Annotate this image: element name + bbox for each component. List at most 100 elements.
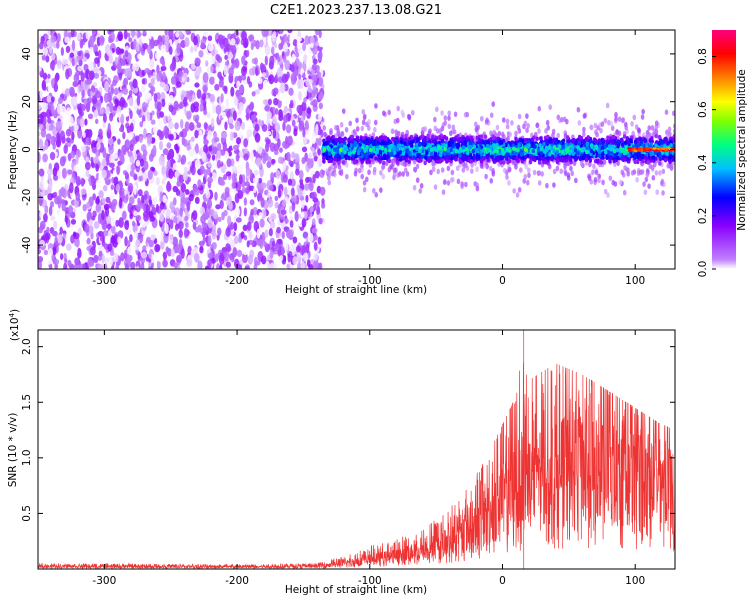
heatmap-cell	[116, 165, 120, 176]
heatmap-cell	[132, 57, 136, 67]
heatmap-cell	[313, 155, 318, 162]
heatmap-cell	[235, 217, 242, 223]
heatmap-cell	[101, 197, 106, 204]
heatmap-cell	[219, 180, 226, 186]
heatmap-cell	[313, 241, 318, 251]
heatmap-cell	[379, 169, 383, 176]
heatmap-cell	[281, 245, 285, 256]
heatmap-cell	[287, 253, 291, 263]
heatmap-cell	[565, 118, 569, 125]
heatmap-cell	[263, 189, 269, 196]
heatmap-cell	[152, 125, 159, 135]
heatmap-cell	[154, 244, 160, 253]
heatmap-cell	[362, 180, 367, 186]
heatmap-cell	[402, 161, 407, 167]
heatmap-cell	[55, 120, 62, 129]
heatmap-cell	[423, 160, 427, 166]
heatmap-cell	[514, 130, 518, 137]
heatmap-cell	[546, 125, 551, 131]
heatmap-cell	[266, 161, 272, 168]
heatmap-cell	[79, 117, 85, 128]
heatmap-cell	[51, 53, 56, 61]
heatmap-cell	[253, 186, 257, 193]
heatmap-cell	[311, 44, 318, 56]
heatmap-cell	[235, 153, 240, 162]
heatmap-cell	[59, 38, 64, 48]
heatmap-cell	[450, 177, 454, 183]
heatmap-cell	[495, 124, 500, 131]
heatmap-cell	[110, 224, 116, 235]
heatmap-cell	[131, 220, 136, 227]
heatmap-cell	[139, 158, 144, 167]
heatmap-cell	[129, 109, 133, 120]
heatmap-cell	[111, 198, 118, 207]
heatmap-cell	[169, 63, 176, 72]
heatmap-cell	[288, 87, 294, 96]
heatmap-cell	[173, 100, 179, 111]
heatmap-cell	[223, 64, 228, 76]
heatmap-cell	[83, 223, 90, 233]
heatmap-cell	[641, 108, 645, 115]
heatmap-cell	[73, 73, 80, 83]
heatmap-cell	[90, 160, 95, 168]
heatmap-cell	[64, 88, 71, 97]
heatmap-cell	[174, 223, 179, 231]
heatmap-cell	[211, 172, 217, 182]
heatmap-cell	[362, 186, 367, 193]
heatmap-cell	[275, 52, 280, 59]
heatmap-cell	[589, 124, 593, 131]
heatmap-cell	[644, 176, 649, 183]
heatmap-cell	[348, 120, 353, 127]
heatmap-cell	[141, 251, 147, 259]
heatmap-cell	[180, 248, 185, 259]
heatmap-cell	[270, 213, 277, 220]
heatmap-cell	[517, 113, 522, 120]
heatmap-cell	[236, 164, 243, 175]
heatmap-cell	[217, 34, 224, 45]
heatmap-cell	[297, 188, 303, 197]
heatmap-cell	[238, 237, 243, 243]
heatmap-cell	[419, 182, 424, 189]
heatmap-cell	[223, 209, 228, 217]
heatmap-cell	[660, 180, 664, 187]
heatmap-cell	[254, 57, 259, 65]
heatmap-cell	[214, 76, 220, 85]
heatmap-cell	[86, 201, 91, 209]
heatmap-cell	[152, 144, 157, 156]
heatmap-cell	[93, 221, 100, 229]
heatmap-cell	[106, 223, 112, 230]
heatmap-cell	[443, 120, 448, 126]
heatmap-cell	[225, 171, 232, 177]
heatmap-cell	[277, 56, 281, 63]
heatmap-cell	[155, 176, 160, 186]
heatmap-cell	[142, 30, 147, 35]
heatmap-cell	[132, 78, 138, 89]
heatmap-cell	[215, 66, 221, 73]
heatmap-cell	[200, 42, 205, 49]
heatmap-cell	[162, 194, 167, 204]
heatmap-cell	[280, 209, 287, 215]
heatmap-cell	[59, 176, 65, 188]
heatmap-cell	[202, 236, 206, 244]
heatmap-cell	[129, 144, 134, 152]
heatmap-cell	[109, 154, 115, 165]
heatmap-cell	[254, 123, 260, 132]
heatmap-cell	[74, 237, 80, 248]
heatmap-cell	[125, 193, 129, 201]
heatmap-cell	[168, 168, 174, 180]
heatmap-cell	[318, 92, 324, 100]
heatmap-cell	[250, 42, 254, 51]
heatmap-cell	[606, 192, 610, 198]
heatmap-cell	[259, 39, 264, 48]
heatmap-cell	[237, 264, 243, 269]
heatmap-cell	[330, 170, 335, 177]
heatmap-cell	[151, 194, 158, 206]
heatmap-cell	[148, 100, 154, 111]
heatmap-cell	[110, 192, 115, 200]
heatmap-cell	[50, 35, 57, 43]
heatmap-cell	[176, 80, 182, 88]
heatmap-cell	[249, 199, 255, 206]
heatmap-cell	[175, 170, 180, 178]
heatmap-cell	[307, 209, 311, 218]
heatmap-cell	[256, 181, 263, 191]
